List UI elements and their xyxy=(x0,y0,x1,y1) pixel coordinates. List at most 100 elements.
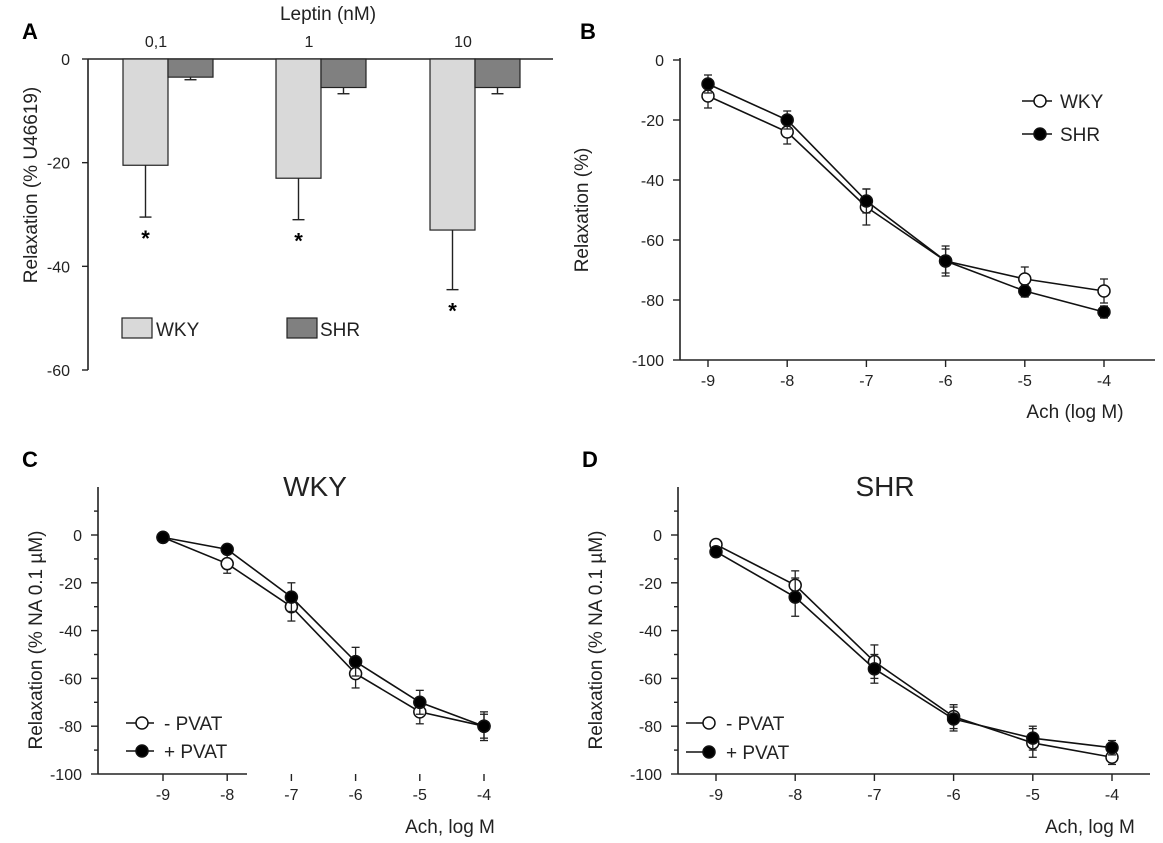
data-point-filled xyxy=(709,544,723,559)
x-axis-label: Ach, log M xyxy=(1045,817,1135,838)
y-tick-label: 0 xyxy=(73,528,82,545)
y-tick-label: -60 xyxy=(59,671,82,688)
y-tick-label: -100 xyxy=(50,767,82,784)
bar-shr xyxy=(167,58,214,78)
x-tick-label: -6 xyxy=(938,373,952,390)
y-tick-label: -20 xyxy=(639,576,662,593)
y-tick-label: -40 xyxy=(641,173,664,190)
data-point-open xyxy=(1097,284,1111,298)
legend-label: + PVAT xyxy=(726,743,790,764)
x-tick-label: -4 xyxy=(1105,787,1119,804)
x-tick-label: -9 xyxy=(701,373,715,390)
data-point-open xyxy=(220,556,234,571)
data-point-filled xyxy=(701,77,715,91)
panel-title: SHR xyxy=(855,471,914,502)
x-axis-label: Ach (log M) xyxy=(1026,402,1123,423)
legend-label: - PVAT xyxy=(164,714,223,735)
category-label: 1 xyxy=(305,34,314,51)
data-point-filled xyxy=(938,254,953,268)
data-point-filled xyxy=(946,712,961,726)
x-tick-label: -4 xyxy=(1097,373,1111,390)
y-tick-label: 0 xyxy=(61,52,70,69)
data-point-filled xyxy=(413,695,427,710)
panel-c: C WKY Relaxation (% NA 0.1 µM) Ach, log … xyxy=(22,447,495,838)
x-tick-label: -7 xyxy=(284,787,298,804)
bar-wky xyxy=(122,58,169,166)
y-tick-label: -80 xyxy=(641,293,664,310)
panel-letter-a: A xyxy=(22,19,38,44)
y-tick-label: 0 xyxy=(653,528,662,545)
x-tick-label: -6 xyxy=(348,787,362,804)
data-point-filled xyxy=(1018,284,1032,298)
category-label: 10 xyxy=(454,34,472,51)
x-tick-label: -8 xyxy=(220,787,234,804)
x-tick-label: -8 xyxy=(780,373,794,390)
y-tick-label: -40 xyxy=(639,624,662,641)
legend-label: - PVAT xyxy=(726,714,785,735)
x-tick-label: -5 xyxy=(1026,787,1040,804)
y-axis-label: Relaxation (% NA 0.1 µM) xyxy=(26,531,47,750)
series-line-filled xyxy=(715,551,1113,749)
legend-label: SHR xyxy=(320,320,360,341)
panel-b: B Relaxation (%) Ach (log M) 0 -20 -40 -60 -… xyxy=(572,19,1155,423)
legend-swatch-wky xyxy=(121,317,153,339)
significance-marker: * xyxy=(294,229,303,254)
x-tick-label: -5 xyxy=(1018,373,1032,390)
data-point-filled xyxy=(1105,740,1119,755)
y-tick-label: -80 xyxy=(639,719,662,736)
data-point-filled xyxy=(788,590,802,604)
panel-a: A Leptin (nM) Relaxation (% U46619) 0 -20… xyxy=(21,4,553,380)
data-point-filled xyxy=(156,530,170,545)
y-tick-label: -20 xyxy=(641,113,664,130)
x-tick-label: -7 xyxy=(867,787,881,804)
x-tick-label: -7 xyxy=(859,373,873,390)
data-point-filled xyxy=(348,654,363,669)
x-tick-label: -5 xyxy=(413,787,427,804)
data-point-filled xyxy=(284,590,299,604)
legend-label: WKY xyxy=(156,320,200,341)
data-point-filled xyxy=(477,719,491,733)
panel-letter-c: C xyxy=(22,447,38,472)
series-line-filled xyxy=(707,83,1105,313)
legend-label: WKY xyxy=(1060,92,1104,113)
bar-wky xyxy=(429,58,476,231)
series-line-open xyxy=(162,536,485,727)
data-point-filled xyxy=(220,542,234,557)
data-point-filled xyxy=(780,113,794,127)
significance-marker: * xyxy=(448,299,457,324)
data-point-open xyxy=(1018,272,1032,286)
y-tick-label: -20 xyxy=(47,156,70,173)
legend-label: + PVAT xyxy=(164,742,228,763)
data-point-filled xyxy=(1097,305,1111,319)
y-tick-label: -100 xyxy=(630,767,662,784)
legend-marker-open xyxy=(135,716,149,730)
y-axis-label: Relaxation (%) xyxy=(572,148,593,273)
data-point-filled xyxy=(867,662,882,676)
y-tick-label: -40 xyxy=(59,624,82,641)
legend-marker-open xyxy=(702,716,716,730)
y-axis-label: Relaxation (% U46619) xyxy=(21,87,42,283)
series-line-open xyxy=(707,95,1105,292)
panel-d: D SHR Relaxation (% NA 0.1 µM) Ach, log … xyxy=(582,447,1150,838)
y-tick-label: -20 xyxy=(59,576,82,593)
y-axis-label: Relaxation (% NA 0.1 µM) xyxy=(586,531,607,750)
data-point-filled xyxy=(859,194,874,208)
legend-marker-filled xyxy=(1033,127,1047,141)
series-line-filled xyxy=(162,536,485,727)
legend-marker-open xyxy=(1033,94,1047,108)
y-tick-label: -40 xyxy=(47,259,70,276)
y-tick-label: -100 xyxy=(632,353,664,370)
y-tick-label: -80 xyxy=(59,719,82,736)
category-label: 0,1 xyxy=(145,34,167,51)
y-tick-label: -60 xyxy=(47,363,70,380)
legend-swatch-shr xyxy=(286,317,318,339)
panel-letter-d: D xyxy=(582,447,598,472)
bar-shr xyxy=(474,58,521,89)
legend-marker-filled xyxy=(135,744,149,758)
series-line-open xyxy=(715,543,1113,759)
y-tick-label: 0 xyxy=(655,53,664,70)
chart-title: Leptin (nM) xyxy=(280,4,376,25)
panel-letter-b: B xyxy=(580,19,596,44)
data-point-filled xyxy=(1026,731,1040,745)
